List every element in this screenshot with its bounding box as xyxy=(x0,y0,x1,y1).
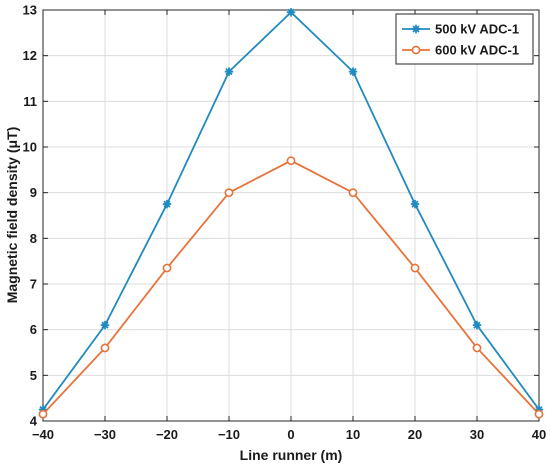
series-2 xyxy=(38,156,544,419)
data-point xyxy=(348,188,358,198)
data-point xyxy=(286,8,296,17)
y-tick-label: 6 xyxy=(30,322,37,337)
y-tick-label: 11 xyxy=(23,94,37,109)
marker-stroke xyxy=(349,68,357,76)
x-tick-label: 20 xyxy=(408,427,422,442)
legend-label: 600 kV ADC-1 xyxy=(435,43,519,58)
y-tick-label: 5 xyxy=(30,368,37,383)
data-point xyxy=(534,409,544,419)
x-tick-label: −10 xyxy=(218,427,240,442)
marker-stroke xyxy=(287,8,295,16)
legend-entry-1: 500 kV ADC-1 xyxy=(402,22,519,37)
data-point xyxy=(348,67,358,76)
legend-box xyxy=(395,13,534,65)
series-layer xyxy=(38,8,544,419)
x-tick-label: 40 xyxy=(532,427,546,442)
marker-stroke xyxy=(101,321,109,329)
data-point xyxy=(224,188,234,198)
data-point xyxy=(100,343,110,353)
y-tick-label: 9 xyxy=(30,185,37,200)
marker-stroke xyxy=(163,200,171,208)
x-tick-label: −30 xyxy=(94,427,116,442)
marker-stroke xyxy=(473,321,481,329)
y-tick-label: 4 xyxy=(30,414,38,429)
x-tick-label: 10 xyxy=(346,427,360,442)
legend-label: 500 kV ADC-1 xyxy=(435,22,519,37)
data-point xyxy=(286,156,296,166)
data-point xyxy=(410,263,420,273)
data-point xyxy=(100,320,110,330)
marker-stroke xyxy=(225,68,233,76)
x-axis-ticks: −40 −30 −20 −10 0 10 20 30 40 xyxy=(32,10,546,442)
data-point xyxy=(472,320,482,330)
legend-items: 500 kV ADC-1 600 kV ADC-1 xyxy=(402,22,519,58)
x-tick-label: −40 xyxy=(32,427,54,442)
data-point xyxy=(472,343,482,353)
data-point xyxy=(224,67,234,76)
y-tick-label: 12 xyxy=(23,48,37,63)
y-axis-label: Magnetic field density (μT) xyxy=(4,127,20,304)
y-tick-label: 7 xyxy=(30,277,37,292)
legend: 500 kV ADC-1 600 kV ADC-1 xyxy=(395,13,534,65)
legend-entry-2: 600 kV ADC-1 xyxy=(402,43,519,58)
y-tick-label: 8 xyxy=(30,231,37,246)
y-axis-ticks: 4 5 6 7 8 9 10 11 12 13 xyxy=(23,3,539,429)
data-point xyxy=(162,199,172,209)
data-point xyxy=(162,263,172,273)
y-tick-label: 13 xyxy=(23,3,37,18)
data-point xyxy=(410,199,420,209)
legend-swatch-marker xyxy=(411,24,421,34)
marker-stroke xyxy=(411,200,419,208)
data-point xyxy=(38,409,48,419)
x-tick-label: −20 xyxy=(156,427,178,442)
legend-swatch-marker xyxy=(411,45,421,55)
x-axis-label: Line runner (m) xyxy=(240,447,343,463)
y-tick-label: 10 xyxy=(23,140,37,155)
x-tick-label: 0 xyxy=(287,427,294,442)
x-tick-label: 30 xyxy=(470,427,484,442)
series-1 xyxy=(38,8,544,414)
marker-stroke xyxy=(412,25,420,33)
grid-layer xyxy=(42,9,540,422)
